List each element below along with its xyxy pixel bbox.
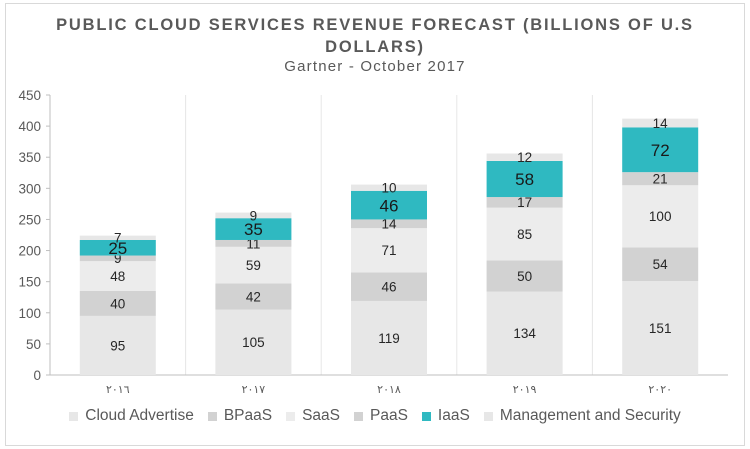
bar-segment <box>215 309 292 375</box>
data-label: 46 <box>381 280 396 295</box>
data-label: 14 <box>653 116 669 131</box>
bar-segment <box>215 283 292 310</box>
data-label: 11 <box>246 236 260 251</box>
data-label: 71 <box>381 243 396 258</box>
bar-segment <box>351 184 427 191</box>
bar-segment <box>79 235 156 240</box>
x-tick-label: ٢٠٢٠ <box>648 383 672 396</box>
data-label: 134 <box>513 326 536 341</box>
data-label: 40 <box>110 296 125 311</box>
bar-segment <box>351 272 427 301</box>
legend-swatch <box>483 411 493 421</box>
data-label: 9 <box>250 208 258 223</box>
y-tick-label: 350 <box>18 150 41 165</box>
bar-segment <box>215 239 292 247</box>
y-tick-label: 450 <box>18 88 41 103</box>
bar-segment <box>215 212 292 219</box>
y-tick-label: 300 <box>18 181 41 196</box>
legend-item: PaaS <box>354 407 408 425</box>
bar-segment <box>79 239 156 256</box>
data-label: 48 <box>110 269 125 284</box>
y-tick-label: 0 <box>33 368 41 383</box>
data-label: 95 <box>110 338 125 353</box>
legend-swatch <box>207 411 217 421</box>
bar-segment <box>79 291 156 316</box>
chart-title-line-1: PUBLIC CLOUD SERVICES REVENUE FORECAST (… <box>56 16 694 34</box>
data-label: 85 <box>517 227 532 242</box>
data-label: 46 <box>380 196 399 215</box>
y-tick-label: 100 <box>18 306 41 321</box>
bar-segment <box>351 190 427 220</box>
chart-title: PUBLIC CLOUD SERVICES REVENUE FORECAST (… <box>0 14 750 58</box>
data-label: 54 <box>653 257 669 272</box>
legend-swatch <box>286 411 296 421</box>
legend-item: SaaS <box>286 407 340 425</box>
bar-segment <box>351 228 427 273</box>
chart-subtitle: Gartner - October 2017 <box>284 58 466 75</box>
legend-label: IaaS <box>437 407 470 424</box>
y-tick-label: 400 <box>18 119 41 134</box>
bar-segment <box>215 246 292 284</box>
bar-segment <box>622 127 699 173</box>
data-label: 12 <box>517 150 532 165</box>
bar-segment <box>79 315 156 375</box>
bar-segment <box>486 153 563 161</box>
legend-label: PaaS <box>370 407 408 424</box>
data-label: 100 <box>649 209 672 224</box>
data-label: 58 <box>515 170 534 189</box>
bar-segment <box>351 219 427 229</box>
bar-segment <box>486 207 563 261</box>
legend-label: SaaS <box>302 407 340 424</box>
legend-item: Cloud Advertise <box>69 407 194 425</box>
data-label: 21 <box>653 172 668 187</box>
bar-segment <box>79 255 156 262</box>
data-label: 10 <box>381 181 396 196</box>
bar-segment <box>486 160 563 198</box>
data-label: 59 <box>246 258 261 273</box>
legend-item: Management and Security <box>483 407 681 425</box>
bar-segment <box>486 291 563 375</box>
y-tick-label: 200 <box>18 244 41 259</box>
data-label: 72 <box>651 141 670 160</box>
data-label: 151 <box>649 321 672 336</box>
legend-label: BPaaS <box>223 407 273 424</box>
y-tick-label: 150 <box>18 275 41 290</box>
legend-item: IaaS <box>421 407 470 425</box>
bar-segment <box>622 281 699 375</box>
data-label: 9 <box>114 251 122 266</box>
legend-label: Cloud Advertise <box>85 407 194 424</box>
data-label: 50 <box>517 269 532 284</box>
data-label: 14 <box>381 217 397 232</box>
chart-title-line-2: DOLLARS) <box>325 38 425 56</box>
data-label: 119 <box>378 331 400 346</box>
data-label: 42 <box>246 289 261 304</box>
data-label: 35 <box>244 220 263 239</box>
bar-segment <box>351 300 427 375</box>
y-tick-label: 250 <box>18 212 41 227</box>
data-label: 17 <box>517 195 532 210</box>
data-label: 7 <box>114 231 122 246</box>
data-label: 105 <box>242 335 265 350</box>
y-tick-label: 50 <box>26 337 41 352</box>
data-label: 25 <box>108 239 127 258</box>
legend-swatch <box>354 411 363 421</box>
x-tick-label: ٢٠١٦ <box>106 383 130 396</box>
legend-swatch <box>69 411 79 421</box>
x-tick-label: ٢٠١٨ <box>377 383 401 396</box>
bar-segment <box>622 118 699 128</box>
bar-segment <box>215 218 292 240</box>
x-tick-label: ٢٠١٩ <box>513 383 537 396</box>
legend-label: Management and Security <box>499 407 681 424</box>
bar-segment <box>622 247 699 282</box>
chart-legend: Cloud Advertise BPaaS SaaS PaaS IaaS Manageme… <box>0 407 750 425</box>
bar-segment <box>622 172 699 186</box>
bar-segment <box>486 197 563 208</box>
x-tick-label: ٢٠١٧ <box>242 383 266 396</box>
bar-segment <box>622 185 699 248</box>
bar-segment <box>486 260 563 292</box>
legend-item: BPaaS <box>207 407 273 425</box>
legend-swatch <box>421 411 431 421</box>
bar-segment <box>79 261 156 291</box>
